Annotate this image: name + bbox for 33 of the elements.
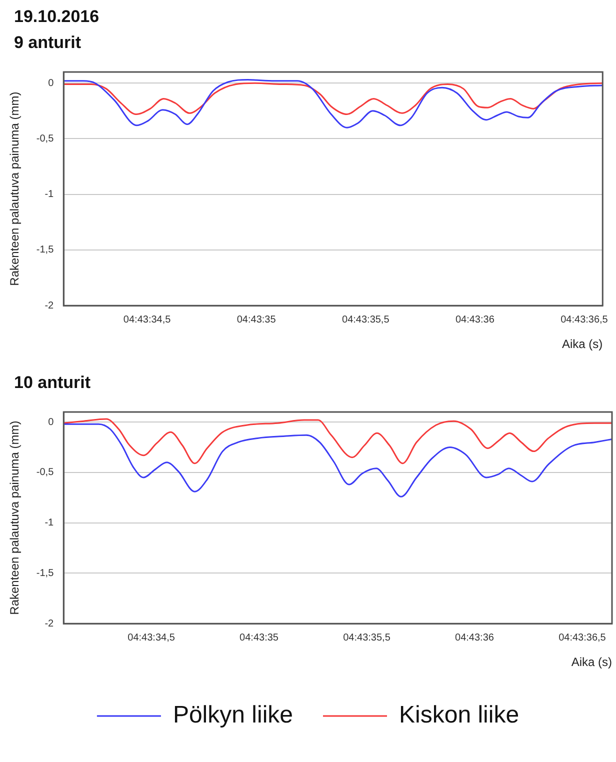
line-series	[64, 79, 603, 128]
x-tick-label: 04:43:36,5	[558, 632, 606, 644]
line-series	[64, 418, 612, 464]
line-series	[64, 82, 603, 116]
y-tick-label: -0,5	[36, 467, 54, 478]
x-tick-label: 04:43:35,5	[342, 314, 390, 326]
x-tick-label: 04:43:35	[236, 314, 276, 326]
chart-title: 19.10.2016	[14, 6, 100, 28]
chart-title: 10 anturit	[14, 372, 92, 394]
y-tick-label: -2	[44, 618, 54, 630]
x-tick-label: 04:43:34,5	[128, 632, 176, 644]
y-tick-label: 0	[48, 416, 54, 428]
x-tick-label: 04:43:36	[455, 632, 494, 644]
y-tick-label: -1,5	[36, 568, 54, 579]
x-tick-label: 04:43:35	[240, 632, 279, 644]
chart-subtitle: 9 anturit	[14, 32, 82, 54]
y-axis-title: Rakenteen palautuva painuma (mm)	[8, 420, 22, 615]
y-tick-label: -1	[44, 189, 54, 200]
line-series	[64, 423, 612, 498]
x-tick-label: 04:43:35,5	[343, 632, 391, 644]
x-tick-label: 04:43:36	[455, 314, 495, 326]
y-tick-label: -1	[44, 518, 54, 529]
x-tick-label: 04:43:34,5	[123, 314, 172, 326]
legend-label: Kiskon liike	[399, 702, 520, 729]
y-tick-label: 0	[48, 78, 54, 89]
x-axis-title: Aika (s)	[562, 337, 603, 352]
y-axis-title: Rakenteen palautuva painuma (mm)	[8, 92, 22, 286]
y-tick-label: -2	[44, 300, 54, 312]
y-tick-label: -0,5	[36, 133, 54, 144]
x-axis-title: Aika (s)	[571, 655, 612, 670]
y-tick-label: -1,5	[36, 244, 54, 256]
legend-label: Pölkyn liike	[172, 702, 293, 729]
x-tick-label: 04:43:36,5	[560, 314, 608, 326]
